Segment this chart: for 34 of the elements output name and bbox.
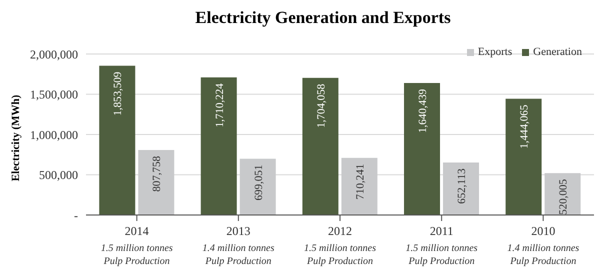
data-label: 699,051 (252, 164, 265, 200)
bar (443, 162, 480, 215)
bar (341, 158, 378, 215)
legend-label: Exports (478, 46, 512, 58)
y-tick-label: 500,000 (39, 168, 78, 182)
data-label: 520,005 (558, 178, 570, 215)
y-tick-label: 2,000,000 (30, 47, 78, 62)
bar (544, 173, 581, 215)
x-tick-label: 2014 1.5 million tonnes Pulp Production (100, 224, 173, 267)
data-label: 1,710,224 (214, 82, 226, 128)
data-label: 710,241 (354, 164, 366, 200)
data-label: 1,640,439 (417, 88, 430, 133)
bar (302, 78, 338, 215)
x-tick-label: 2011 1.5 million tonnes Pulp Production (406, 224, 478, 267)
y-tick-label: 1,000,000 (30, 128, 78, 142)
chart-title: Electricity Generation and Exports (194, 8, 452, 29)
bar (404, 82, 440, 215)
data-label: 807,758 (151, 155, 164, 192)
x-tick-label: 2013 1.4 million tonnes Pulp Production (202, 224, 274, 267)
data-label: 1,444,065 (518, 104, 531, 149)
bar (240, 158, 276, 215)
bar (506, 98, 542, 215)
data-label: 1,704,058 (315, 83, 328, 128)
x-tick-label: 2012 1.5 million tonnes Pulp Production (304, 224, 376, 267)
y-axis-title: Electricity (MWh) (10, 94, 22, 182)
x-tick-label: 2010 1.4 million tonnes Pulp Production (507, 224, 580, 267)
legend-label: Generation (533, 46, 582, 58)
bar (138, 150, 174, 215)
bar (200, 77, 237, 215)
y-tick-label: 1,500,000 (30, 88, 78, 102)
data-label: 1,853,509 (112, 71, 124, 116)
bar (99, 66, 136, 215)
y-tick-label: - (74, 208, 78, 222)
data-label: 652,113 (456, 168, 468, 204)
